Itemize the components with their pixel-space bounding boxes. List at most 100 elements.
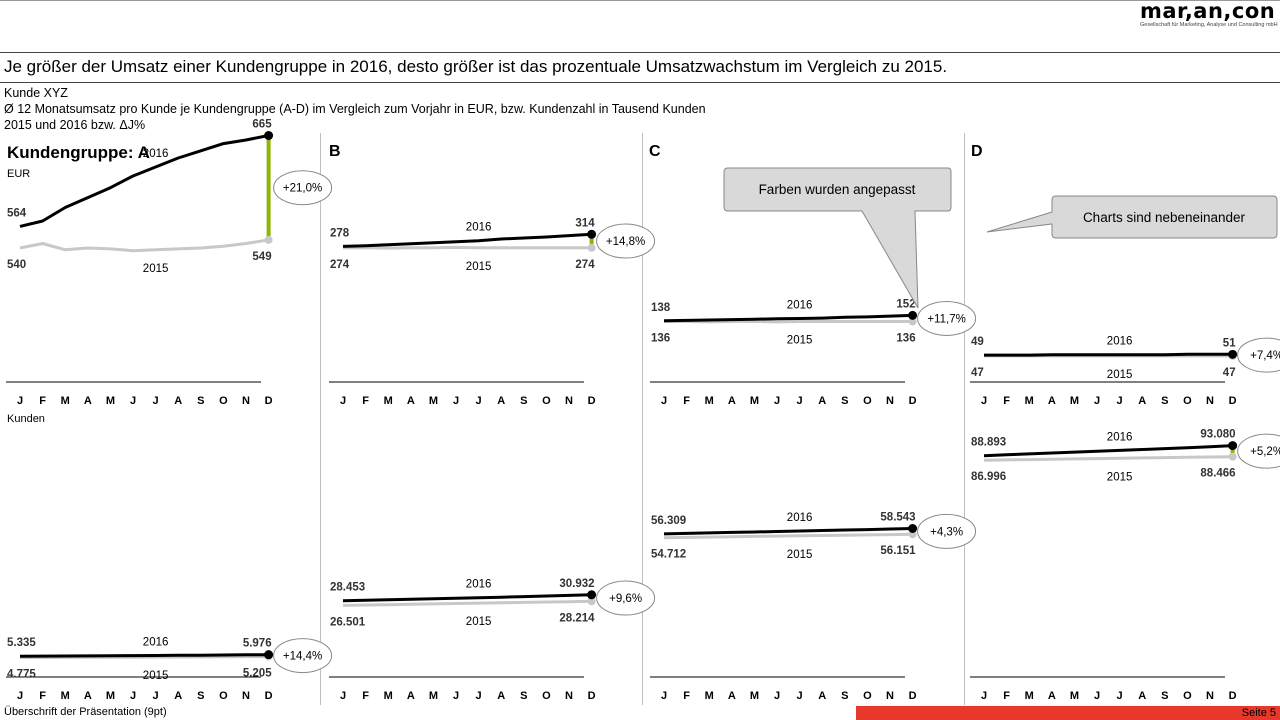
x-tick-label: A <box>1138 395 1146 407</box>
x-tick-label: J <box>1094 690 1100 702</box>
x-tick-label: N <box>565 395 573 407</box>
company-logo: mar,an,con Gesellschaft für Marketing, A… <box>1140 0 1280 40</box>
page-number: Seite 5 <box>1241 707 1276 719</box>
series-label-2015: 2015 <box>787 335 813 347</box>
end-value-2016: 152 <box>896 298 915 310</box>
x-tick-label: A <box>84 690 92 702</box>
x-tick-label: M <box>384 395 393 407</box>
x-tick-label: J <box>797 690 803 702</box>
end-marker-2015 <box>908 317 917 326</box>
x-tick-label: J <box>797 395 803 407</box>
end-marker-2016 <box>264 131 274 140</box>
x-tick-label: A <box>174 395 182 407</box>
x-tick-label: M <box>1025 395 1034 407</box>
series-label-2015: 2015 <box>466 616 492 628</box>
x-tick-label: N <box>1206 395 1214 407</box>
start-value-2016: 278 <box>330 227 350 239</box>
x-tick-label: A <box>84 395 92 407</box>
x-tick-label: M <box>1070 690 1079 702</box>
x-tick-label: N <box>886 690 894 702</box>
x-tick-label: A <box>497 690 505 702</box>
delta-label: +21,0% <box>283 183 322 195</box>
end-value-2016: 58.543 <box>880 511 915 523</box>
x-tick-label: M <box>429 395 438 407</box>
callout-colors-adjusted: Farben wurden angepasst <box>723 167 952 309</box>
x-tick-label: O <box>1183 690 1192 702</box>
end-marker-2016 <box>587 590 597 600</box>
series-line-2016 <box>342 593 592 603</box>
delta-label: +5,2% <box>1250 446 1280 458</box>
top-border <box>0 0 1280 1</box>
delta-ellipse <box>596 580 656 616</box>
x-tick-label: F <box>683 690 690 702</box>
x-tick-label: J <box>453 690 459 702</box>
delta-ellipse <box>917 513 977 549</box>
start-value-2016: 49 <box>971 336 984 348</box>
start-value-2015: 4.775 <box>7 669 36 681</box>
x-tick-label: J <box>774 690 780 702</box>
x-tick-label: J <box>453 395 459 407</box>
x-tick-label: J <box>17 395 23 407</box>
series-line-2015 <box>19 238 269 253</box>
series-label-2016: 2016 <box>466 222 492 234</box>
x-tick-label: J <box>340 395 346 407</box>
series-line-2016 <box>19 134 269 228</box>
x-tick-label: O <box>863 395 872 407</box>
x-tick-label: D <box>909 395 917 407</box>
start-value-2015: 540 <box>7 259 26 271</box>
end-value-2016: 51 <box>1223 337 1236 349</box>
x-tick-label: D <box>588 690 596 702</box>
x-tick-label: S <box>1161 690 1168 702</box>
x-tick-label: J <box>130 690 136 702</box>
series-line-2016 <box>19 653 269 658</box>
x-tick-label: M <box>705 395 714 407</box>
delta-ellipse <box>596 223 656 259</box>
series-label-2015: 2015 <box>143 263 169 275</box>
series-label-2016: 2016 <box>787 512 813 524</box>
delta-label: +4,3% <box>930 526 963 538</box>
x-tick-label: N <box>242 395 250 407</box>
x-tick-label: F <box>683 395 690 407</box>
end-value-2015: 28.214 <box>559 612 595 624</box>
panel-title-d: D <box>971 143 983 160</box>
delta-ellipse <box>917 300 977 336</box>
x-tick-label: N <box>1206 690 1214 702</box>
x-tick-label: S <box>841 395 848 407</box>
x-tick-label: M <box>384 690 393 702</box>
callout-shape <box>986 195 1278 239</box>
callout-shape <box>723 167 952 309</box>
x-tick-label: J <box>153 690 159 702</box>
x-tick-label: S <box>520 690 527 702</box>
x-tick-label: D <box>265 395 273 407</box>
series-line-2016 <box>663 527 913 536</box>
end-value-2015: 56.151 <box>880 545 916 557</box>
start-value-2015: 26.501 <box>330 616 366 628</box>
x-tick-label: A <box>728 395 736 407</box>
headline-bottom-rule <box>0 82 1280 83</box>
x-tick-label: D <box>1229 395 1237 407</box>
end-marker-2016 <box>1228 349 1238 359</box>
x-tick-label: A <box>1048 395 1056 407</box>
start-value-2016: 564 <box>7 207 27 219</box>
series-line-2016 <box>983 444 1233 458</box>
x-tick-label: D <box>1229 690 1237 702</box>
x-tick-label: A <box>1138 690 1146 702</box>
series-line-2016 <box>984 352 1233 357</box>
x-tick-label: O <box>542 690 551 702</box>
x-tick-label: J <box>981 690 987 702</box>
logo-subtitle: Gesellschaft für Marketing, Analyse und … <box>1140 22 1278 28</box>
x-tick-label: F <box>1003 395 1010 407</box>
series-label-2016: 2016 <box>466 579 492 591</box>
start-value-2016: 28.453 <box>330 582 365 594</box>
x-tick-label: M <box>429 690 438 702</box>
row-label-eur: EUR <box>7 168 31 180</box>
end-marker-2016 <box>908 310 918 320</box>
start-value-2015: 47 <box>971 367 984 379</box>
delta-ellipse <box>1237 433 1280 469</box>
callout-text: Farben wurden angepasst <box>759 182 916 197</box>
logo-wordmark: mar,an,con <box>1140 0 1276 23</box>
end-value-2016: 5.976 <box>243 638 272 650</box>
x-tick-label: M <box>750 690 759 702</box>
footer-title: Überschrift der Präsentation (9pt) <box>4 706 167 718</box>
